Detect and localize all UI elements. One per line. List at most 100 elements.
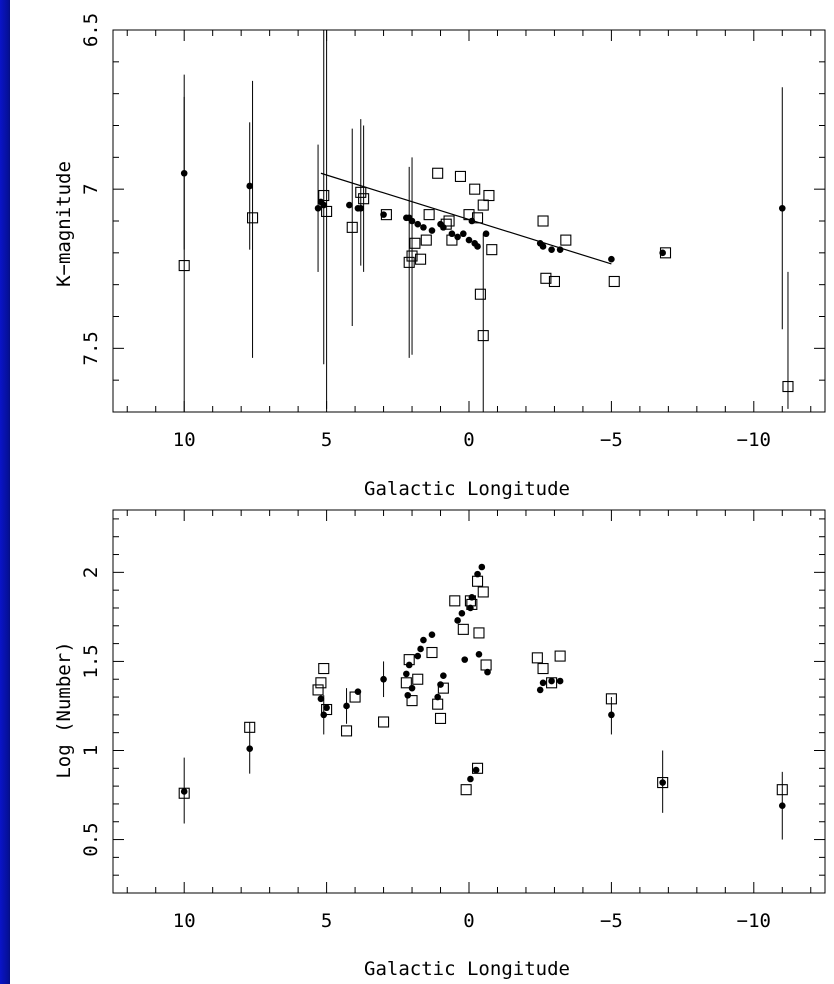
x-tick-label: 5 (321, 429, 332, 451)
data-point-square (318, 662, 330, 675)
y-tick-label: 0.5 (80, 822, 102, 856)
data-point-circle (317, 695, 325, 703)
data-point-circle (539, 243, 547, 250)
data-point-square (486, 244, 498, 256)
data-point-circle (246, 745, 254, 753)
data-point-square (247, 212, 259, 224)
data-point-circle (556, 246, 564, 253)
data-point-square (466, 598, 478, 610)
data-point-circle (357, 204, 365, 212)
data-point-circle (472, 766, 480, 774)
data-point-circle (478, 563, 486, 571)
plot-top-ylabel: K−magnitude (53, 161, 75, 287)
data-point-square (548, 275, 560, 288)
data-point-circle (440, 672, 447, 679)
data-point-square (349, 691, 361, 703)
data-point-circle (536, 686, 544, 694)
x-tick-label: 5 (321, 910, 332, 932)
data-point-circle (420, 224, 427, 231)
data-point-square (782, 380, 794, 393)
data-point-square (378, 716, 390, 728)
data-point-square (471, 575, 484, 587)
data-point-square (318, 189, 330, 202)
data-point-circle (458, 610, 466, 617)
data-point-square (415, 253, 427, 265)
data-point-circle (428, 227, 436, 234)
plot-marks (178, 30, 794, 412)
data-point-circle (460, 230, 467, 238)
data-point-square (340, 725, 353, 737)
data-point-square (432, 167, 444, 179)
data-point-square (440, 218, 452, 230)
data-point-circle (343, 702, 350, 710)
data-point-square (178, 787, 190, 799)
data-point-circle (465, 236, 473, 244)
plot-marks (178, 563, 788, 840)
data-point-square (659, 247, 672, 259)
data-point-circle (454, 617, 461, 624)
x-tick-label: 10 (173, 429, 196, 451)
data-point-square (531, 652, 543, 664)
data-point-circle (414, 220, 422, 228)
x-tick-label: 10 (173, 910, 196, 932)
y-tick-label: 7.5 (80, 331, 102, 365)
plot-frame (112, 509, 826, 894)
k-magnitude-plot: Galactic Longitude K−magnitude 10 5 0 −5 −10… (53, 13, 826, 500)
data-point-square (457, 623, 469, 635)
data-point-square (537, 215, 549, 227)
data-point-circle (467, 775, 474, 783)
data-point-square (473, 627, 485, 639)
data-point-circle (608, 711, 615, 719)
data-point-circle (778, 802, 786, 810)
data-point-circle (408, 217, 416, 225)
data-point-square (432, 698, 444, 710)
x-tick-label: −10 (737, 910, 771, 932)
data-point-circle (417, 645, 424, 653)
data-point-square (346, 221, 358, 233)
plot-top-xlabel: Galactic Longitude (364, 478, 570, 500)
data-point-square (560, 234, 572, 246)
data-point-circle (323, 704, 330, 712)
data-point-square (471, 212, 484, 224)
data-point-circle (420, 636, 427, 644)
data-point-square (477, 330, 489, 342)
data-point-square (312, 684, 324, 696)
data-point-square (403, 256, 415, 268)
scatter-figure: Galactic Longitude K−magnitude 10 5 0 −5 −10… (53, 13, 826, 980)
data-point-square (380, 209, 392, 221)
data-point-square (480, 659, 492, 671)
data-point-square (464, 595, 476, 607)
data-point-square (477, 199, 489, 211)
data-point-square (420, 234, 432, 246)
x-tick-label: 0 (463, 429, 474, 451)
data-point-square (321, 703, 333, 716)
data-point-square (434, 712, 447, 724)
data-point-square (403, 654, 415, 666)
data-point-square (178, 260, 190, 272)
data-point-circle (246, 182, 254, 190)
data-point-square (471, 762, 484, 774)
data-point-square (321, 205, 333, 217)
data-point-circle (548, 246, 555, 253)
data-point-square (483, 189, 495, 202)
data-point-square (469, 183, 481, 195)
data-point-square (776, 784, 788, 796)
data-point-circle (475, 650, 483, 658)
data-point-square (537, 662, 549, 675)
x-tick-label: −10 (737, 429, 771, 451)
data-point-circle (414, 652, 422, 660)
data-point-circle (482, 230, 490, 238)
data-point-square (426, 646, 438, 659)
data-point-square (358, 193, 370, 205)
data-point-square (406, 695, 418, 707)
data-point-square (406, 250, 418, 262)
y-tick-label: 1 (80, 745, 102, 756)
data-point-square (474, 288, 486, 300)
data-point-circle (659, 779, 666, 786)
data-point-square (657, 777, 669, 789)
x-tick-label: −5 (600, 910, 623, 932)
data-point-square (449, 595, 461, 607)
data-point-circle (408, 684, 416, 692)
y-tick-label: 7 (80, 183, 102, 194)
data-point-square (355, 186, 367, 198)
